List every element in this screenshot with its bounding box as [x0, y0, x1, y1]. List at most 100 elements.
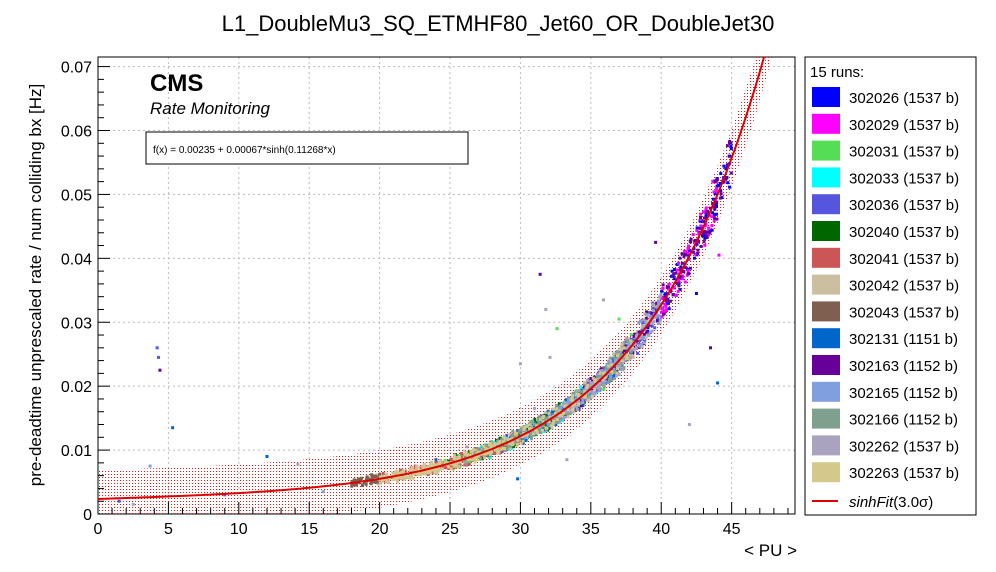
- scatter-point: [521, 431, 525, 435]
- scatter-point: [600, 382, 604, 386]
- scatter-point: [513, 431, 517, 435]
- scatter-point: [529, 434, 533, 438]
- scatter-point: [548, 416, 552, 420]
- outlier-point: [544, 307, 548, 311]
- scatter-point: [559, 417, 563, 421]
- scatter-point: [715, 217, 719, 221]
- scatter-point: [496, 442, 500, 446]
- scatter-point: [710, 224, 714, 228]
- scatter-point: [520, 435, 524, 439]
- scatter-point: [605, 377, 609, 381]
- scatter-point: [697, 239, 701, 243]
- scatter-point: [438, 458, 442, 462]
- legend-swatch: [812, 408, 840, 429]
- scatter-point: [622, 346, 626, 350]
- scatter-point: [667, 307, 671, 311]
- scatter-point: [550, 410, 554, 414]
- scatter-point: [653, 315, 657, 319]
- scatter-point: [674, 293, 678, 297]
- scatter-point: [570, 397, 574, 401]
- scatter-point: [612, 377, 616, 381]
- outlier-point: [321, 490, 325, 494]
- scatter-point: [380, 479, 384, 483]
- scatter-point: [480, 445, 484, 449]
- scatter-point: [674, 271, 678, 275]
- scatter-point: [575, 407, 579, 411]
- scatter-point: [594, 380, 598, 384]
- scatter-point: [633, 348, 637, 352]
- scatter-point: [555, 414, 559, 418]
- scatter-point: [591, 388, 595, 392]
- scatter-point: [560, 418, 564, 422]
- scatter-point: [591, 390, 595, 394]
- scatter-point: [677, 276, 681, 280]
- scatter-point: [589, 381, 593, 385]
- scatter-point: [675, 282, 679, 286]
- scatter-point: [544, 414, 548, 418]
- scatter-point: [429, 470, 433, 474]
- scatter-point: [609, 375, 613, 379]
- scatter-point: [498, 436, 502, 440]
- outlier-point: [538, 272, 542, 276]
- scatter-point: [579, 404, 583, 408]
- scatter-point: [482, 444, 486, 448]
- scatter-point: [547, 426, 551, 430]
- scatter-point: [553, 412, 557, 416]
- scatter-point: [500, 437, 504, 441]
- scatter-point: [550, 420, 554, 424]
- scatter-point: [704, 213, 708, 217]
- scatter-point: [679, 275, 683, 279]
- scatter-point: [642, 336, 646, 340]
- scatter-point: [471, 455, 475, 459]
- scatter-point: [359, 477, 363, 481]
- scatter-point: [561, 416, 565, 420]
- scatter-point: [364, 482, 368, 486]
- scatter-point: [698, 226, 702, 230]
- scatter-point: [667, 299, 671, 303]
- scatter-point: [385, 480, 389, 484]
- x-axis-label: < PU >: [744, 541, 797, 560]
- scatter-point: [660, 296, 664, 300]
- scatter-point: [488, 455, 492, 459]
- scatter-point: [627, 342, 631, 346]
- scatter-point: [525, 424, 529, 428]
- scatter-point: [619, 353, 623, 357]
- scatter-point: [670, 274, 674, 278]
- scatter-point: [678, 288, 682, 292]
- scatter-point: [619, 350, 623, 354]
- scatter-point: [672, 277, 676, 281]
- scatter-point: [475, 458, 479, 462]
- scatter-point: [680, 274, 684, 278]
- scatter-point: [686, 269, 690, 273]
- scatter-point: [488, 442, 492, 446]
- scatter-point: [403, 469, 407, 473]
- legend-swatch: [812, 167, 840, 188]
- scatter-point: [460, 455, 464, 459]
- scatter-point: [399, 476, 403, 480]
- scatter-point: [711, 197, 715, 201]
- scatter-point: [414, 472, 418, 476]
- scatter-point: [642, 325, 646, 329]
- scatter-point: [385, 472, 389, 476]
- scatter-point: [413, 469, 417, 473]
- scatter-point: [521, 439, 525, 443]
- scatter-point: [649, 330, 653, 334]
- scatter-point: [680, 252, 684, 256]
- scatter-point: [640, 342, 644, 346]
- scatter-point: [631, 351, 635, 355]
- cms-sublabel: Rate Monitoring: [150, 99, 271, 118]
- scatter-point: [724, 167, 728, 171]
- scatter-point: [568, 401, 572, 405]
- scatter-point: [640, 328, 644, 332]
- outlier-point: [158, 368, 162, 372]
- scatter-point: [402, 477, 406, 481]
- scatter-point: [712, 213, 716, 217]
- scatter-point: [458, 463, 462, 467]
- scatter-point: [548, 421, 552, 425]
- outlier-point: [694, 291, 698, 295]
- scatter-point: [458, 455, 462, 459]
- legend-label: 302041 (1537 b): [849, 251, 959, 268]
- scatter-point: [585, 385, 589, 389]
- scatter-point: [525, 428, 529, 432]
- scatter-point: [642, 332, 646, 336]
